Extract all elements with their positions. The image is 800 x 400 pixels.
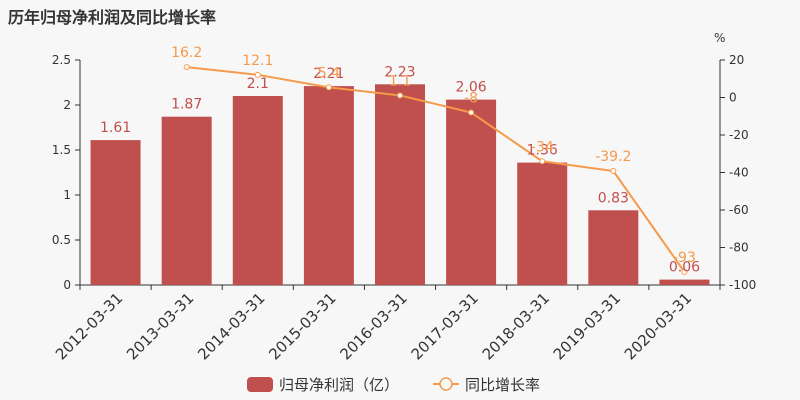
- bar-value-label: 2.21: [313, 66, 344, 82]
- x-tick-label: 2020-03-31: [621, 289, 695, 363]
- line-point[interactable]: [610, 168, 617, 174]
- bar-value-label: 2.06: [456, 80, 487, 96]
- legend-bar-label[interactable]: 归母净利润（亿）: [279, 376, 399, 394]
- line-point[interactable]: [397, 92, 403, 99]
- x-tick-label: 2015-03-31: [265, 289, 339, 363]
- y-right-unit: %: [714, 31, 725, 45]
- y-right-tick-label: -20: [729, 128, 749, 142]
- x-tick-label: 2013-03-31: [123, 289, 197, 363]
- chart-title: 历年归母净利润及同比增长率: [8, 8, 217, 27]
- y-left-tick-label: 1.5: [52, 143, 71, 157]
- legend-bar-swatch[interactable]: [247, 377, 273, 392]
- legend-line-marker: [439, 377, 453, 391]
- x-tick-label: 2018-03-31: [479, 289, 553, 363]
- bar-series: [90, 84, 710, 285]
- line-value-label: -8: [464, 91, 478, 107]
- bar[interactable]: [303, 86, 354, 285]
- y-left-tick-label: 0.5: [52, 233, 71, 247]
- bar[interactable]: [375, 84, 425, 285]
- bar-value-label: 2.1: [247, 76, 269, 92]
- y-right-tick-label: 0: [729, 91, 737, 105]
- y-left-tick-label: 2.5: [52, 53, 71, 67]
- y-right-tick-label: -60: [729, 203, 749, 217]
- y-left-tick-label: 2: [63, 98, 71, 112]
- line-value-label: 5.4: [318, 65, 340, 81]
- line-point[interactable]: [254, 71, 261, 78]
- y-right-tick-label: -100: [729, 278, 756, 292]
- legend-line-label[interactable]: 同比增长率: [465, 376, 540, 394]
- x-tick-label: 2017-03-31: [408, 289, 482, 363]
- growth-line: [186, 66, 686, 273]
- bar[interactable]: [232, 96, 283, 285]
- line-value-label: 1.1: [389, 73, 411, 89]
- data-labels: 1.61 1.87 2.1 2.21 2.23 2.06 1.36 0.83 0.06 16.2 1…: [100, 45, 700, 275]
- bar-value-label: 1.36: [527, 143, 558, 159]
- bar[interactable]: [161, 116, 212, 285]
- bar-value-label: 2.23: [384, 64, 415, 80]
- line-point[interactable]: [468, 109, 475, 116]
- line-point[interactable]: [681, 268, 688, 275]
- line-point[interactable]: [183, 64, 190, 71]
- bar-value-label: 0.83: [598, 190, 629, 206]
- bar-value-label: 1.61: [100, 120, 131, 136]
- line-value-label: 12.1: [242, 53, 273, 69]
- line-point[interactable]: [539, 158, 546, 165]
- x-tick-label: 2014-03-31: [194, 289, 268, 363]
- bar-value-label: 0.06: [669, 260, 700, 276]
- line-value-label: 16.2: [171, 45, 202, 61]
- y-right-tick-label: -80: [729, 241, 749, 255]
- legend[interactable]: 归母净利润（亿） 同比增长率: [247, 376, 540, 394]
- x-tick-label: 2016-03-31: [336, 289, 410, 363]
- line-value-label: -39.2: [595, 149, 631, 165]
- bar[interactable]: [90, 140, 141, 285]
- line-point[interactable]: [325, 84, 332, 91]
- bar-value-label: 1.87: [171, 97, 202, 113]
- y-right-tick-label: 20: [729, 53, 744, 67]
- y-left-tick-label: 0: [63, 278, 71, 292]
- line-value-label: -34: [531, 139, 554, 155]
- bar[interactable]: [659, 279, 710, 285]
- line-series: [183, 64, 688, 275]
- bar[interactable]: [588, 210, 639, 285]
- x-tick-label: 2019-03-31: [550, 289, 624, 363]
- bar[interactable]: [446, 99, 497, 285]
- y-right-tick-label: -40: [729, 166, 749, 180]
- bar[interactable]: [517, 162, 568, 285]
- y-left-tick-label: 1: [63, 188, 71, 202]
- line-value-label: -93: [673, 250, 696, 266]
- x-tick-label: 2012-03-31: [52, 289, 126, 363]
